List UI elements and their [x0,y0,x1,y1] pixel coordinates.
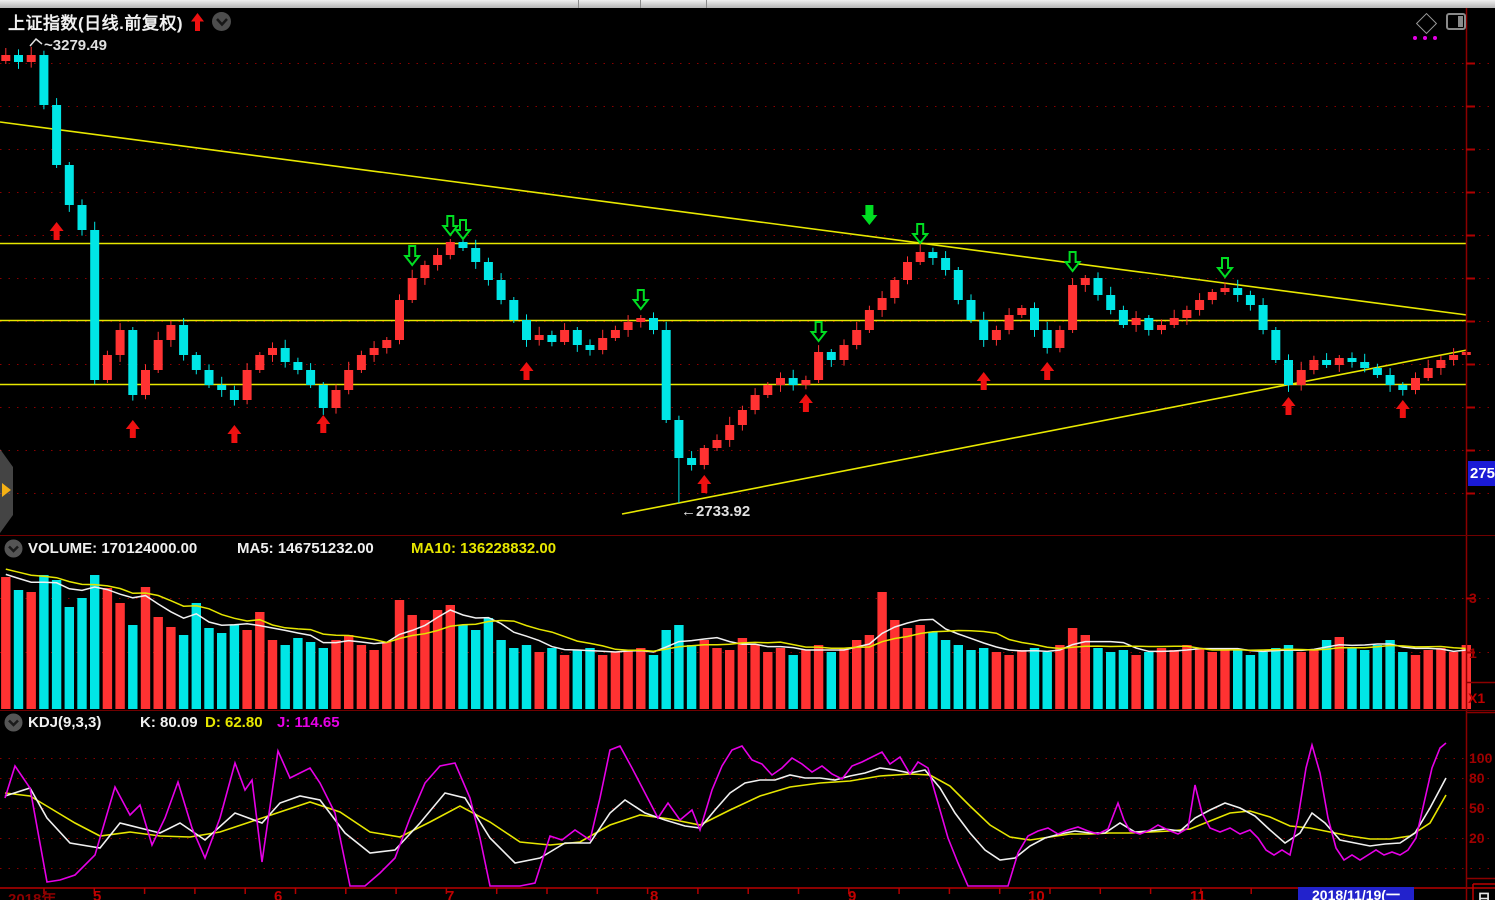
x-axis-label: 5 [93,888,102,900]
y-axis-label: 50 [1469,800,1485,816]
sidebar-flyout-handle[interactable] [0,449,13,533]
flyout-arrow-icon [2,483,11,497]
x-axis-label: 8 [650,888,659,900]
x-axis-label: 9 [848,888,857,900]
collapse-main-chart-icon[interactable] [212,12,232,31]
current-date-highlight: 2018/11/19(一 [1298,887,1414,900]
kdj-j-value: J: 114.65 [277,714,340,731]
y-axis-label: 1 [1469,645,1477,661]
x-axis-label: 10 [1028,888,1045,900]
kdj-panel-header: KDJ(9,3,3) K: 80.09 D: 62.80 J: 114.65 [0,713,500,736]
volume-scale-corner-label: X1 [1468,690,1486,706]
y-axis-label: 80 [1469,770,1485,786]
y-axis-label: 100 [1469,750,1493,766]
kdj-name: KDJ(9,3,3) [28,714,102,731]
magenta-dots-indicator [1413,36,1437,40]
collapse-volume-icon[interactable] [4,539,23,562]
y-axis-label: 3 [1469,590,1477,606]
y-axis-label: 20 [1469,830,1485,846]
collapse-kdj-icon[interactable] [4,713,23,736]
volume-panel-header: VOLUME: 170124000.00 MA5: 146751232.00 M… [0,539,700,562]
price-up-arrow-icon [191,12,205,31]
toolbar-divider [640,0,641,8]
x-axis-label: 7 [446,888,455,900]
toolbar-divider [578,0,579,8]
kdj-k-value: K: 80.09 [140,714,198,731]
last-price-tag: 275 [1468,461,1495,486]
volume-ma5-value: MA5: 146751232.00 [237,540,374,557]
volume-ma10-value: MA10: 136228832.00 [411,540,557,557]
low-price-annotation: ←2733.92 [681,503,751,520]
x-axis-label: 2018年 [8,891,57,900]
high-price-annotation: ~3279.49 [44,37,107,54]
bottom-right-partial-glyph: 日 [1477,891,1491,900]
chart-title-row: 上证指数(日线.前复权) [8,9,232,34]
x-axis-label: 6 [274,888,283,900]
panel-toggle-icon[interactable] [1446,13,1466,30]
top-toolbar-edge [0,0,1495,8]
toolbar-divider [706,0,707,8]
x-axis-label: 11 [1190,888,1206,900]
kdj-d-value: D: 62.80 [205,714,263,731]
volume-value: VOLUME: 170124000.00 [28,540,198,557]
instrument-title: 上证指数(日线.前复权) [8,14,184,33]
